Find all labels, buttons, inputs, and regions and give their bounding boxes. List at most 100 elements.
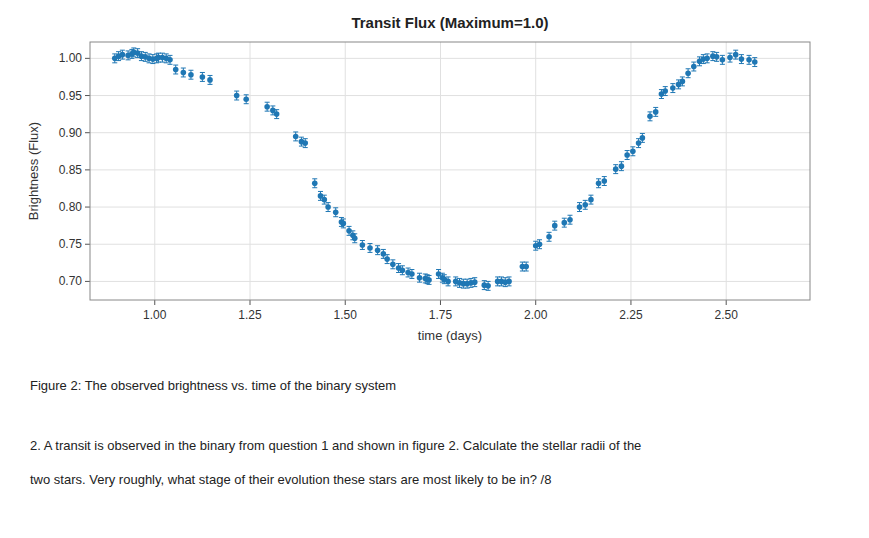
tick <box>85 244 90 245</box>
point <box>561 220 567 226</box>
error-bar <box>368 243 373 252</box>
point <box>426 277 432 283</box>
error-bar <box>547 232 552 241</box>
error-bar <box>739 55 744 64</box>
point <box>390 262 396 268</box>
point <box>613 166 619 172</box>
error-bar <box>714 52 719 61</box>
error-bar <box>670 84 675 93</box>
error-bar <box>446 277 451 286</box>
tick-label: 0.80 <box>59 200 83 214</box>
error-bar <box>619 162 624 171</box>
error-bar <box>390 260 395 269</box>
point <box>181 70 187 76</box>
grid-line <box>535 42 536 300</box>
tick-label: 0.90 <box>59 126 83 140</box>
grid-line <box>250 42 251 300</box>
grid-line <box>630 42 631 300</box>
error-bar <box>568 215 573 224</box>
error-bar <box>385 255 390 264</box>
error-bar <box>400 266 405 275</box>
error-bar <box>602 177 607 186</box>
point <box>640 135 646 141</box>
point <box>120 52 126 58</box>
point <box>523 264 529 270</box>
point <box>375 247 381 253</box>
point <box>234 93 240 99</box>
grid-line <box>90 244 810 245</box>
point <box>619 163 625 169</box>
error-bar <box>409 270 414 279</box>
error-bar <box>274 110 279 119</box>
tick-label: 1.00 <box>59 51 83 65</box>
point <box>472 279 478 285</box>
error-bar <box>648 112 653 121</box>
point <box>321 197 327 203</box>
point <box>662 88 668 94</box>
error-bar <box>303 139 308 148</box>
point <box>302 140 308 146</box>
tick <box>85 95 90 96</box>
error-bar <box>181 68 186 77</box>
tick <box>85 207 90 208</box>
point <box>485 283 491 289</box>
point <box>704 56 710 62</box>
error-bar <box>625 151 630 160</box>
point <box>727 55 733 61</box>
tick <box>85 169 90 170</box>
point <box>552 223 558 229</box>
error-bar <box>577 203 582 212</box>
tick <box>85 281 90 282</box>
point <box>601 178 607 184</box>
point <box>746 57 752 63</box>
point <box>714 54 720 60</box>
error-bar <box>168 55 173 64</box>
tick <box>345 300 346 305</box>
point <box>537 241 543 247</box>
chart: 1.001.251.501.752.002.252.500.700.750.80… <box>0 0 869 538</box>
tick <box>726 300 727 305</box>
tick-label: 1.00 <box>143 308 167 322</box>
error-bar <box>208 75 213 84</box>
point <box>325 204 331 210</box>
error-bar <box>630 147 635 156</box>
error-bar <box>752 58 757 67</box>
point <box>341 221 347 227</box>
error-bar <box>653 107 658 116</box>
grid-line <box>90 169 810 170</box>
point <box>582 202 588 208</box>
error-bar <box>188 70 193 79</box>
point <box>333 209 339 215</box>
point <box>381 251 387 257</box>
error-bar <box>583 200 588 209</box>
error-bar <box>352 234 357 243</box>
point <box>274 111 280 117</box>
tick <box>85 132 90 133</box>
tick <box>535 300 536 305</box>
grid-line <box>154 42 155 300</box>
error-bar <box>728 53 733 62</box>
point <box>596 180 602 186</box>
point <box>546 234 552 240</box>
tick-label: 2.25 <box>619 308 643 322</box>
error-bar <box>244 95 249 104</box>
point <box>720 57 726 63</box>
point <box>264 104 270 110</box>
point <box>624 152 630 158</box>
point <box>243 96 249 102</box>
error-bar <box>733 50 738 59</box>
point <box>167 57 173 63</box>
error-bar <box>234 91 239 100</box>
point <box>173 67 179 73</box>
y-axis-label: Brightness (Flux) <box>26 122 41 220</box>
caption: Figure 2: The observed brightness vs. ti… <box>30 378 396 393</box>
error-bar <box>375 246 380 255</box>
background <box>0 0 869 538</box>
axes: 1.001.251.501.752.002.252.500.700.750.80… <box>59 42 810 322</box>
error-bar <box>747 55 752 64</box>
tick-label: 2.50 <box>715 308 739 322</box>
point <box>200 74 206 80</box>
tick-label: 2.00 <box>524 308 548 322</box>
tick-label: 1.75 <box>429 308 453 322</box>
error-bar <box>472 278 477 287</box>
